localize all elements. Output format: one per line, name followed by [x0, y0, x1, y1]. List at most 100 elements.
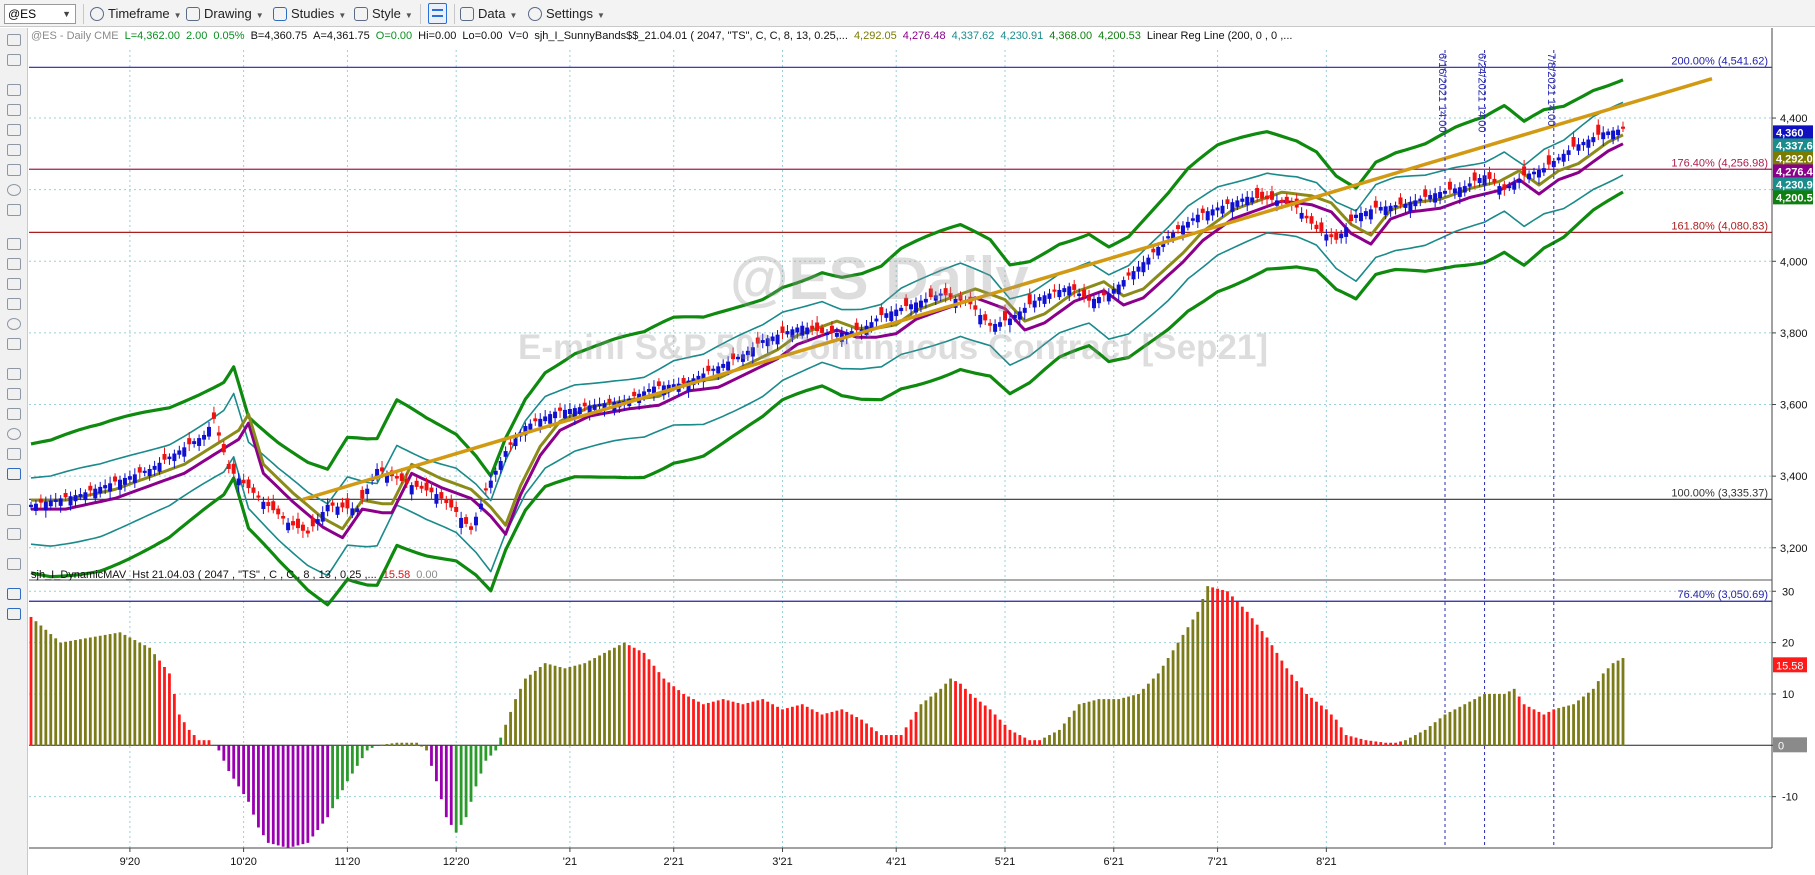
study-value: 4,200.53: [1098, 30, 1141, 42]
candle-body: [1250, 197, 1255, 203]
histogram-bar: [365, 745, 369, 751]
edit-drawing-icon[interactable]: [7, 588, 21, 600]
histogram-bar: [909, 719, 913, 746]
x-tick-label: 8'21: [1316, 856, 1336, 868]
histogram-bar: [1102, 699, 1106, 746]
candle-body: [1556, 157, 1561, 161]
histogram-bar: [326, 745, 330, 818]
arrow-down-icon[interactable]: [7, 388, 21, 400]
histogram-bar: [395, 742, 399, 746]
fib-level-label: 100.00% (3,335.37): [1671, 487, 1768, 499]
spiral-icon[interactable]: [7, 318, 21, 330]
candle-body: [810, 325, 815, 330]
vertical-line-icon[interactable]: [7, 144, 21, 156]
studies-button[interactable]: Studies ▼: [273, 4, 346, 24]
candle-body: [1606, 131, 1611, 136]
data-button[interactable]: Data ▼: [460, 4, 517, 24]
candle-body: [869, 322, 874, 329]
histogram-bar: [346, 745, 349, 782]
candle-body: [137, 467, 142, 473]
ray-icon[interactable]: [7, 104, 21, 116]
candle-body: [493, 470, 498, 475]
candle-body: [1002, 310, 1007, 321]
symbol-input[interactable]: @ES ▼: [4, 4, 76, 24]
style-button[interactable]: Style ▼: [354, 4, 413, 24]
candle-body: [1482, 175, 1487, 186]
histogram-bar: [583, 663, 587, 746]
histogram-bar: [1542, 714, 1546, 746]
x-tick-label: 2'21: [664, 856, 684, 868]
studies-label: Studies: [291, 6, 335, 21]
histogram-bar: [568, 667, 572, 746]
cycle-icon[interactable]: [7, 184, 21, 196]
arc-icon[interactable]: [7, 368, 21, 380]
histogram-bar: [800, 704, 804, 746]
text-label-icon[interactable]: [7, 608, 21, 620]
candle-body: [681, 378, 686, 384]
grid-icon[interactable]: [7, 278, 21, 290]
candle-body: [607, 398, 612, 403]
pitchfork-icon[interactable]: [7, 258, 21, 270]
settings-button[interactable]: Settings ▼: [528, 4, 605, 24]
linreg-study-name[interactable]: Linear Reg Line (200, 0 , 0 ,...: [1146, 30, 1293, 42]
candle-body: [1324, 234, 1329, 241]
regression-icon[interactable]: [7, 338, 21, 350]
drawing-button[interactable]: Drawing ▼: [186, 4, 264, 24]
erase-icon[interactable]: [7, 504, 21, 516]
candle-body: [958, 294, 963, 301]
candle-body: [350, 508, 355, 516]
histogram-bar: [1369, 740, 1373, 746]
indicator-study-name[interactable]: sjh_I_DynamicMAV_Hst 21.04.03 ( 2047 , "…: [31, 569, 377, 581]
pointer-icon[interactable]: [7, 34, 21, 46]
histogram-bar: [879, 735, 883, 746]
chart-area[interactable]: 200.00% (4,541.62) 176.40% (4,256.98) 161.…: [29, 28, 1815, 875]
histogram-bar: [44, 629, 48, 746]
histogram-bar: [1305, 693, 1308, 746]
histogram-bar: [1092, 700, 1096, 746]
timeframe-button[interactable]: Timeframe ▼: [90, 4, 182, 24]
trendline-icon[interactable]: [7, 84, 21, 96]
histogram-bar: [1186, 627, 1190, 746]
candle-body: [142, 470, 147, 473]
histogram-bar: [1344, 735, 1348, 746]
text-tool-icon[interactable]: [7, 468, 21, 480]
speed-lines-icon[interactable]: [7, 298, 21, 310]
zero-tag: [1773, 737, 1807, 753]
histogram-bar: [484, 745, 488, 761]
candle-body: [380, 467, 385, 472]
candle-body: [567, 409, 572, 415]
histogram-bar: [1586, 692, 1590, 746]
clock-icon: [90, 7, 104, 21]
candle-body: [246, 479, 251, 489]
fibonacci-icon[interactable]: [7, 204, 21, 216]
histogram-bar: [632, 647, 636, 746]
candle-body: [775, 334, 780, 345]
chevron-down-icon: ▼: [509, 11, 518, 20]
gann-icon[interactable]: [7, 238, 21, 250]
histogram-bar: [1601, 673, 1605, 746]
histogram-bar: [1334, 719, 1338, 746]
histogram-bar: [608, 650, 611, 746]
candle-body: [904, 297, 909, 307]
candle-body: [113, 476, 118, 482]
histogram-bar: [978, 701, 982, 746]
rectangle-icon[interactable]: [7, 448, 21, 460]
crosshair-icon[interactable]: [7, 54, 21, 66]
candle-body: [988, 322, 993, 326]
histogram-bar: [776, 706, 779, 746]
channel-icon[interactable]: [7, 164, 21, 176]
candle-body: [98, 486, 103, 494]
panel-toggle-icon[interactable]: [428, 3, 447, 24]
price-tag-label: 4,230.9: [1776, 179, 1813, 191]
price-tag: [1773, 190, 1813, 205]
arrow-up-icon[interactable]: [7, 408, 21, 420]
link-icon[interactable]: [7, 558, 21, 570]
ellipse-icon[interactable]: [7, 428, 21, 440]
candle-body: [513, 438, 518, 447]
price-tag-label: 4,360: [1776, 127, 1804, 139]
histogram-bar: [1428, 726, 1432, 746]
horizontal-line-icon[interactable]: [7, 124, 21, 136]
linear-regression-line: [302, 76, 1713, 502]
study-name[interactable]: sjh_I_SunnyBands$$_21.04.01 ( 2047, "TS"…: [534, 30, 848, 42]
delete-drawing-icon[interactable]: [7, 528, 21, 540]
